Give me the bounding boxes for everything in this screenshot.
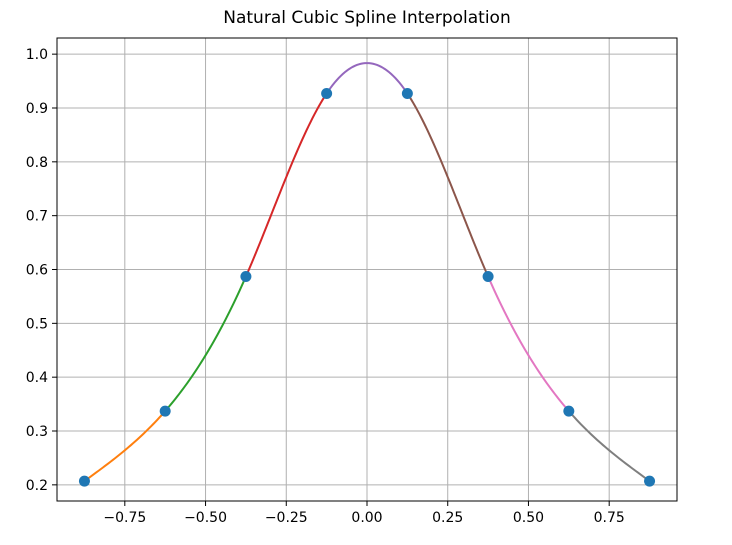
y-tick-label: 0.2	[26, 478, 48, 494]
knot-point	[563, 405, 575, 417]
x-tick-label: −0.25	[265, 510, 308, 526]
x-tick-label: 0.50	[513, 510, 544, 526]
spline-segments	[83, 62, 651, 482]
knot-point	[321, 87, 333, 99]
x-tick-label: −0.50	[184, 510, 227, 526]
chart-title: Natural Cubic Spline Interpolation	[223, 8, 511, 28]
knot-point	[78, 475, 90, 487]
y-tick-label: 0.5	[26, 316, 48, 332]
y-tick-label: 0.9	[26, 101, 48, 117]
x-tick-label: −0.75	[103, 510, 146, 526]
knot-point	[159, 405, 171, 417]
knot-points	[78, 87, 656, 487]
spline-segment-1	[83, 410, 166, 482]
spline-segment-2	[164, 276, 247, 412]
x-tick-label: 0.00	[351, 510, 382, 526]
y-tick-label: 0.6	[26, 263, 48, 279]
spline-segment-6	[487, 276, 570, 412]
knot-point	[644, 475, 656, 487]
y-tick-label: 0.4	[26, 370, 48, 386]
spline-segment-7	[568, 410, 651, 482]
knot-point	[482, 270, 494, 282]
y-tick-label: 1.0	[26, 47, 48, 63]
y-tick-label: 0.7	[26, 209, 48, 225]
spline-segment-3	[244, 92, 328, 277]
knot-point	[240, 270, 252, 282]
y-axis-ticks: 0.2 0.3 0.4 0.5 0.6 0.7 0.8 0.9 1.0	[26, 47, 57, 494]
x-tick-label: 0.25	[432, 510, 463, 526]
x-axis-ticks: −0.75 −0.50 −0.25 0.00 0.25 0.50 0.75	[103, 501, 625, 526]
x-tick-label: 0.75	[594, 510, 625, 526]
spline-segment-5	[406, 92, 490, 277]
knot-point	[401, 87, 413, 99]
spline-segment-4	[325, 62, 409, 95]
y-tick-label: 0.3	[26, 424, 48, 440]
y-tick-label: 0.8	[26, 155, 48, 171]
grid-lines	[57, 38, 677, 501]
